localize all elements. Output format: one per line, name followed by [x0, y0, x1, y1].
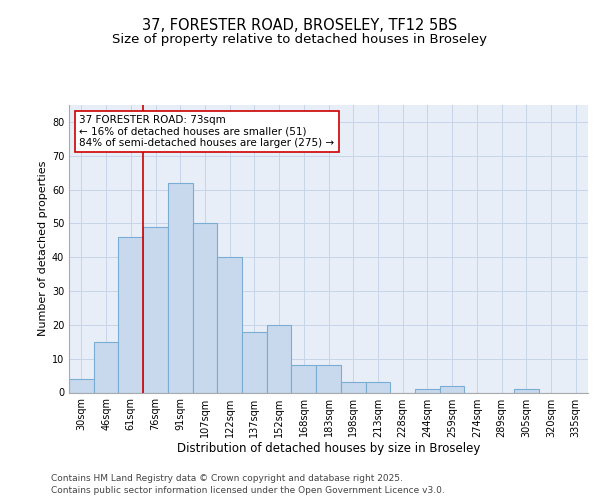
- Y-axis label: Number of detached properties: Number of detached properties: [38, 161, 47, 336]
- Bar: [143, 227, 168, 392]
- Bar: [365, 382, 390, 392]
- Bar: [514, 389, 539, 392]
- Bar: [316, 366, 341, 392]
- X-axis label: Distribution of detached houses by size in Broseley: Distribution of detached houses by size …: [177, 442, 480, 456]
- Text: Size of property relative to detached houses in Broseley: Size of property relative to detached ho…: [113, 34, 487, 46]
- Text: Contains HM Land Registry data © Crown copyright and database right 2025.: Contains HM Land Registry data © Crown c…: [51, 474, 403, 483]
- Bar: [415, 389, 440, 392]
- Bar: [94, 342, 118, 392]
- Bar: [440, 386, 464, 392]
- Bar: [168, 183, 193, 392]
- Text: 37, FORESTER ROAD, BROSELEY, TF12 5BS: 37, FORESTER ROAD, BROSELEY, TF12 5BS: [142, 18, 458, 32]
- Text: Contains public sector information licensed under the Open Government Licence v3: Contains public sector information licen…: [51, 486, 445, 495]
- Bar: [69, 379, 94, 392]
- Bar: [292, 366, 316, 392]
- Bar: [217, 257, 242, 392]
- Bar: [341, 382, 365, 392]
- Bar: [193, 224, 217, 392]
- Text: 37 FORESTER ROAD: 73sqm
← 16% of detached houses are smaller (51)
84% of semi-de: 37 FORESTER ROAD: 73sqm ← 16% of detache…: [79, 115, 335, 148]
- Bar: [118, 237, 143, 392]
- Bar: [267, 325, 292, 392]
- Bar: [242, 332, 267, 392]
